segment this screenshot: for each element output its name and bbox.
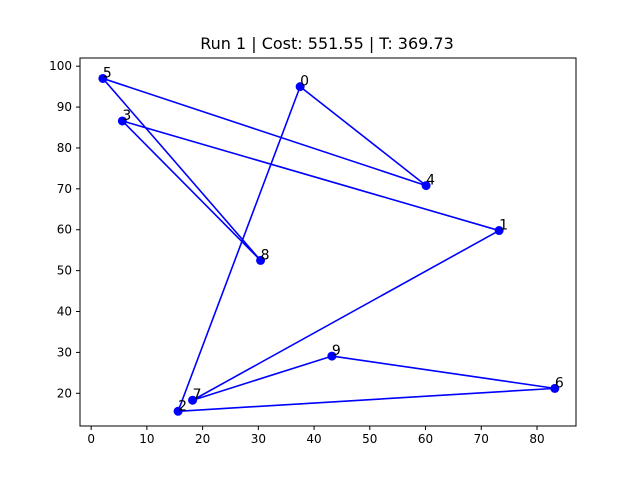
y-tick-label: 40: [57, 305, 72, 319]
x-tick-label: 10: [139, 432, 154, 446]
city-label: 7: [193, 387, 202, 403]
x-tick-label: 0: [87, 432, 95, 446]
y-tick-label: 80: [57, 141, 72, 155]
city-label: 0: [300, 74, 309, 90]
city-label: 2: [178, 398, 187, 414]
city-point: [117, 116, 127, 126]
y-tick-label: 100: [49, 59, 72, 73]
city-point: [494, 226, 504, 236]
x-tick-label: 60: [418, 432, 433, 446]
axes-frame: [79, 57, 577, 427]
y-tick-label: 90: [57, 100, 72, 114]
city-label: 4: [426, 173, 435, 189]
x-tick-label: 30: [251, 432, 266, 446]
y-tick-label: 60: [57, 223, 72, 237]
city-label: 3: [122, 108, 131, 124]
city-label: 8: [261, 247, 270, 263]
y-tick-label: 70: [57, 182, 72, 196]
city-label: 9: [332, 343, 341, 359]
y-tick-label: 50: [57, 264, 72, 278]
city-label: 5: [103, 65, 112, 81]
y-tick-label: 20: [57, 386, 72, 400]
city-point: [421, 181, 431, 191]
x-tick-label: 80: [529, 432, 544, 446]
city-point: [98, 73, 108, 83]
city-label: 1: [499, 218, 508, 234]
city-point: [173, 406, 183, 416]
x-tick-label: 50: [362, 432, 377, 446]
plot-area: 0 10 20 30 40 50 60 70 80 20 30 40 50 60 70 80 90 100 0 1 2 3…: [49, 57, 577, 446]
x-tick-label: 70: [474, 432, 489, 446]
city-point: [327, 351, 337, 361]
chart-title: Run 1 | Cost: 551.55 | T: 369.73: [200, 34, 454, 53]
city-point: [256, 255, 266, 265]
city-point: [295, 82, 305, 92]
city-label: 6: [555, 375, 564, 391]
city-point: [550, 383, 560, 393]
x-tick-label: 40: [306, 432, 321, 446]
x-tick-label: 20: [195, 432, 210, 446]
city-point: [188, 395, 198, 405]
y-tick-label: 30: [57, 345, 72, 359]
